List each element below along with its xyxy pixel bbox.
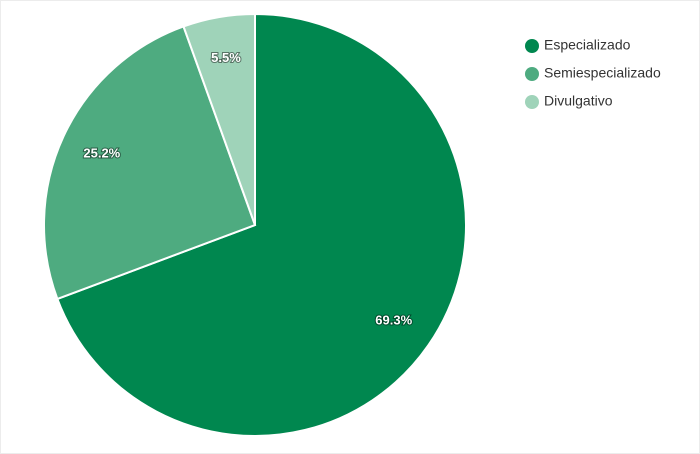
legend-label: Divulgativo bbox=[544, 93, 613, 109]
data-label: 69.3% bbox=[375, 313, 412, 328]
legend-label: Especializado bbox=[544, 37, 631, 53]
data-label: 25.2% bbox=[83, 146, 120, 161]
pie-slice bbox=[56, 12, 467, 437]
legend-marker bbox=[525, 39, 539, 53]
pie-slice bbox=[43, 25, 257, 301]
legend-marker bbox=[525, 67, 539, 81]
legend-label: Semiespecializado bbox=[544, 65, 661, 81]
legend-marker bbox=[525, 95, 539, 109]
data-label: 5.5% bbox=[211, 50, 241, 65]
pie-slice bbox=[182, 12, 256, 226]
